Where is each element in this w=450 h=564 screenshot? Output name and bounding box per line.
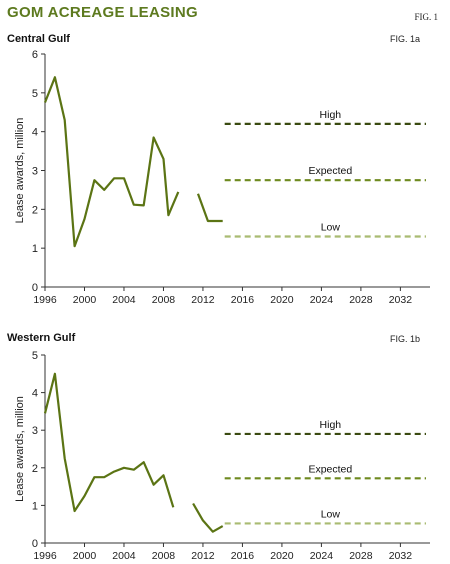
y-tick-label: 6 bbox=[32, 49, 38, 61]
y-axis-label: Lease awards, million bbox=[14, 118, 26, 224]
x-tick-label: 2028 bbox=[349, 550, 373, 562]
y-tick-label: 5 bbox=[32, 88, 38, 100]
y-tick-label: 1 bbox=[32, 243, 38, 255]
x-tick-label: 2000 bbox=[73, 294, 97, 306]
x-tick-label: 2008 bbox=[152, 294, 176, 306]
chart-fig-label: FIG. 1b bbox=[390, 334, 420, 344]
y-tick-label: 5 bbox=[32, 350, 38, 362]
x-tick-label: 2032 bbox=[389, 294, 413, 306]
scenario-label-expected: Expected bbox=[308, 165, 352, 177]
x-tick-label: 2028 bbox=[349, 294, 373, 306]
series-line-segment-1 bbox=[43, 76, 180, 248]
x-tick-label: 1996 bbox=[33, 550, 57, 562]
chart-fig-label: FIG. 1a bbox=[390, 34, 420, 44]
chart-title: Central Gulf bbox=[7, 33, 70, 45]
chart-panel-1: Central Gulf FIG. 1a 0 1 2 3 4 5 6 1996 2000 2004 20… bbox=[7, 33, 430, 306]
scenario-label-expected: Expected bbox=[308, 463, 352, 475]
y-tick-label: 2 bbox=[32, 204, 38, 216]
x-tick-label: 2004 bbox=[112, 550, 136, 562]
x-tick-label: 2024 bbox=[310, 294, 334, 306]
y-tick-label: 4 bbox=[32, 127, 38, 139]
chart-panel-2: Western Gulf FIG. 1b 0 1 2 3 4 5 1996 2000 2004 200… bbox=[7, 332, 430, 562]
scenario-label-high: High bbox=[320, 419, 342, 431]
scenario-label-high: High bbox=[320, 109, 342, 121]
x-tick-label: 2004 bbox=[112, 294, 136, 306]
x-tick-label: 2000 bbox=[73, 550, 97, 562]
x-tick-label: 2020 bbox=[270, 294, 294, 306]
x-tick-label: 2024 bbox=[310, 550, 334, 562]
x-tick-label: 2008 bbox=[152, 550, 176, 562]
page-title: GOM ACREAGE LEASING bbox=[7, 4, 198, 21]
x-tick-label: 2020 bbox=[270, 550, 294, 562]
chart-title: Western Gulf bbox=[7, 332, 76, 344]
x-tick-label: 2016 bbox=[231, 550, 255, 562]
y-tick-label: 1 bbox=[32, 500, 38, 512]
scenario-label-low: Low bbox=[321, 508, 341, 520]
y-axis-label: Lease awards, million bbox=[14, 396, 26, 502]
scenario-label-low: Low bbox=[321, 222, 341, 234]
x-tick-label: 2032 bbox=[389, 550, 413, 562]
series-line-segment-2 bbox=[196, 193, 223, 223]
y-tick-label: 0 bbox=[32, 538, 38, 550]
series-line-segment-2 bbox=[192, 502, 224, 533]
y-tick-label: 3 bbox=[32, 166, 38, 178]
y-tick-label: 0 bbox=[32, 282, 38, 294]
y-tick-label: 4 bbox=[32, 388, 38, 400]
x-tick-label: 2012 bbox=[191, 294, 215, 306]
figure-label: FIG. 1 bbox=[414, 12, 438, 22]
y-tick-label: 3 bbox=[32, 425, 38, 437]
x-tick-label: 2012 bbox=[191, 550, 215, 562]
x-tick-label: 2016 bbox=[231, 294, 255, 306]
y-tick-label: 2 bbox=[32, 463, 38, 475]
x-tick-label: 1996 bbox=[33, 294, 57, 306]
series-line-segment-1 bbox=[43, 372, 175, 513]
